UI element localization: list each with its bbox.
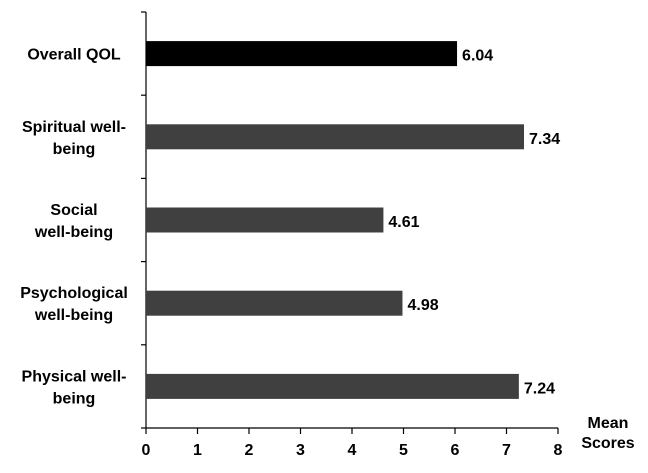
bar [146,290,403,316]
category-label: Social well-being [34,202,113,241]
data-label: 7.24 [524,380,555,397]
x-tick-label: 5 [399,442,408,459]
data-label: 7.34 [529,131,560,148]
x-tick-label: 8 [554,442,563,459]
x-tick-label: 3 [296,442,305,459]
x-axis-title: Mean Scores [581,415,634,452]
category-label: Spiritual well-being [22,119,126,158]
category-label: Overall QOL [27,47,121,64]
data-label: 4.61 [388,214,419,231]
bar [146,41,458,67]
category-label: Physical well-being [22,368,127,407]
bars [146,41,525,399]
data-label: 4.98 [407,297,438,314]
bar [146,207,384,233]
category-labels: Overall QOL Spiritual well-being Social wel… [20,47,128,408]
bar [146,373,519,399]
data-label: 6.04 [462,48,493,65]
x-tick-label: 4 [348,442,357,459]
category-label: Psychological well-being [20,285,128,324]
x-tick-label: 7 [502,442,511,459]
bar [146,124,525,150]
x-tick-label: 6 [451,442,460,459]
x-tick-label: 2 [245,442,254,459]
x-tick-labels: 0 1 2 3 4 5 6 7 8 [142,442,563,459]
x-tick-label: 0 [142,442,151,459]
x-tick-label: 1 [193,442,202,459]
data-labels: 6.04 7.34 4.61 4.98 7.24 [388,48,560,398]
